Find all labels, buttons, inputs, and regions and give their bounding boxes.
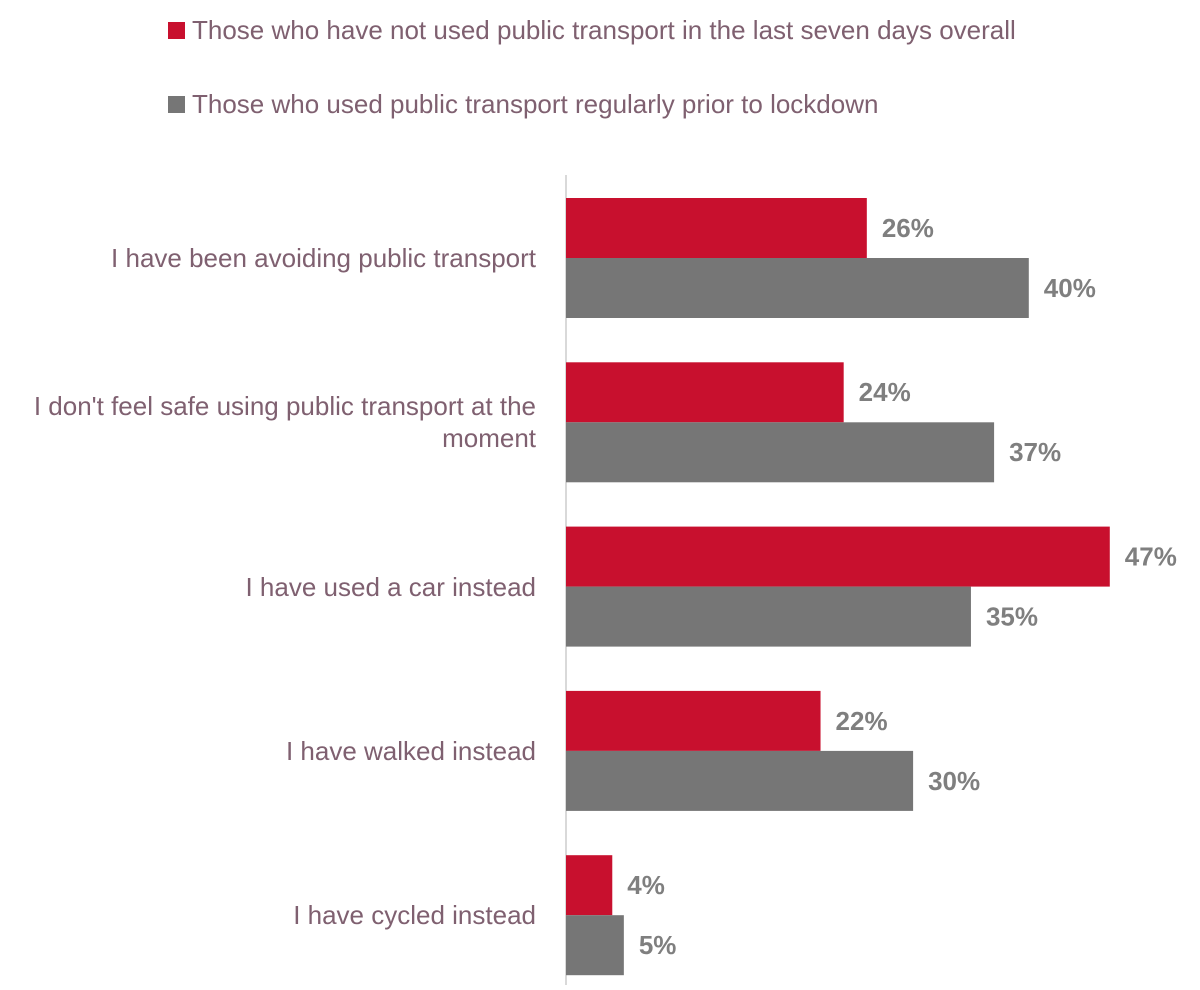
bar <box>566 258 1029 318</box>
bar <box>566 198 867 258</box>
category-label: I have walked instead <box>285 735 536 766</box>
bar <box>566 855 613 916</box>
bar <box>566 750 914 811</box>
category-label: I don't feel safe using public transport… <box>33 391 536 454</box>
value-label: 4% <box>627 870 665 900</box>
legend-label: Those who used public transport regularl… <box>192 89 879 119</box>
value-label: 5% <box>639 930 677 960</box>
category-label: I have used a car instead <box>245 571 536 602</box>
category-label: I have cycled instead <box>293 900 536 931</box>
legend-label: Those who have not used public transport… <box>192 15 1016 45</box>
bar <box>566 586 971 647</box>
legend-swatch <box>168 96 185 113</box>
value-label: 47% <box>1125 541 1177 571</box>
bar <box>566 526 1110 587</box>
value-label: 40% <box>1044 273 1096 303</box>
bar <box>566 915 624 976</box>
value-label: 24% <box>859 377 911 407</box>
value-label: 30% <box>928 766 980 796</box>
bar <box>566 690 821 751</box>
value-label: 37% <box>1009 437 1061 467</box>
legend-item: Those who have not used public transport… <box>168 14 1128 46</box>
value-label: 26% <box>882 213 934 243</box>
category-label: I have been avoiding public transport <box>111 243 536 273</box>
bar <box>566 362 844 423</box>
value-label: 22% <box>836 706 888 736</box>
legend-item: Those who used public transport regularl… <box>168 88 1128 120</box>
bar <box>566 422 995 483</box>
value-label: 35% <box>986 601 1038 631</box>
legend-swatch <box>168 22 185 39</box>
